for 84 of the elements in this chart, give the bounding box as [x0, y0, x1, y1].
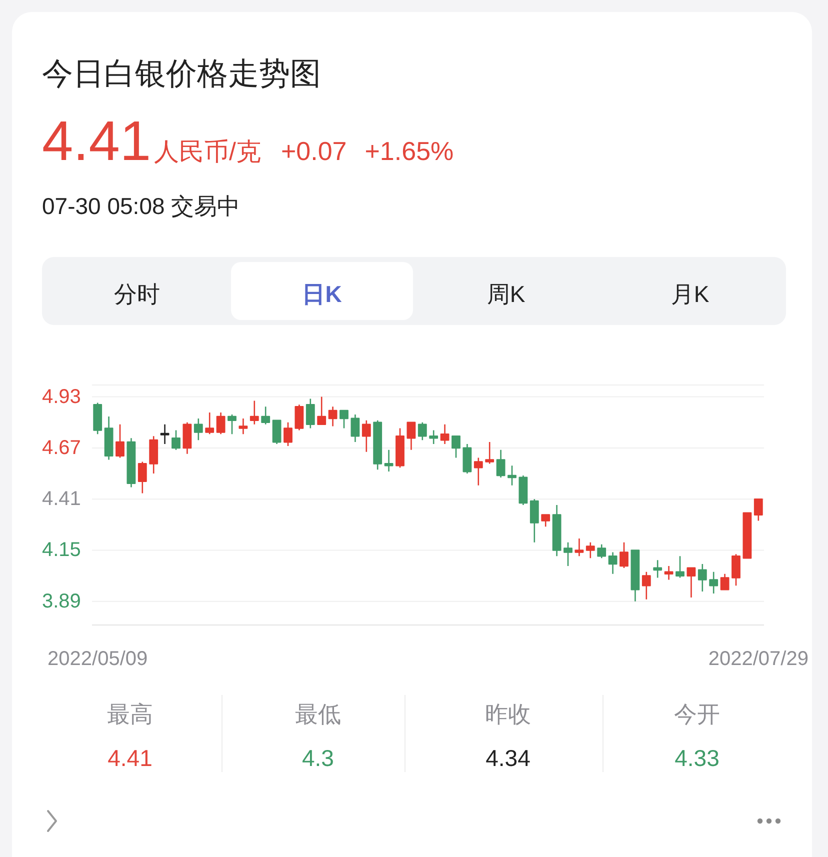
y-tick-label: 4.41: [42, 488, 81, 510]
text: 4.34: [486, 745, 531, 771]
text: 日K: [302, 281, 342, 307]
candlestick: [429, 430, 438, 445]
text: 昨收: [485, 701, 531, 727]
candlestick: [720, 573, 730, 590]
candlestick: [698, 563, 707, 592]
candlestick: [686, 567, 696, 598]
candlestick: [676, 556, 684, 578]
candlestick: [238, 418, 248, 435]
candlestick: [216, 412, 226, 435]
text: 4.3: [302, 745, 334, 771]
chart-title: 今日白银价格走势图: [42, 56, 321, 91]
candlestick: [172, 430, 180, 451]
candlestick: [709, 571, 718, 594]
candlestick: [608, 552, 618, 574]
candlestick: [406, 422, 416, 451]
x-tick-label: 2022/05/09: [48, 648, 148, 670]
candlestick: [182, 422, 192, 454]
text: 4.33: [674, 745, 720, 771]
candlestick: [541, 514, 550, 528]
candlestick: [362, 420, 371, 453]
candlestick: [373, 420, 382, 470]
candlestick: [642, 571, 651, 600]
chart-subtitle: 07-30 05:08 交易中: [42, 193, 240, 219]
candlestick: [508, 465, 516, 486]
candlestick: [496, 449, 506, 478]
candlestick: [418, 422, 427, 441]
y-tick-label: 4.15: [42, 539, 81, 562]
text: 最低: [295, 701, 341, 727]
candlestick: [564, 542, 572, 567]
candlestick: [462, 443, 472, 474]
candlestick: [586, 542, 595, 559]
x-tick-label: 2022/07/29: [708, 648, 808, 670]
candlestick: [261, 406, 270, 425]
candlestick: [126, 437, 136, 488]
candlestick: [250, 400, 259, 425]
candlestick: [474, 457, 483, 486]
candlestick: [328, 406, 338, 427]
candlestick: [574, 538, 584, 557]
text: 月K: [670, 281, 710, 307]
candlestick: [294, 404, 304, 431]
candlestick: [272, 420, 282, 445]
candlestick: [732, 554, 740, 586]
text: 今开: [674, 701, 720, 727]
candlestick: [384, 449, 394, 472]
y-tick-label: 3.89: [42, 590, 81, 612]
candlestick: [452, 436, 460, 458]
candlestick: [138, 461, 147, 494]
text: 人民币/克: [154, 138, 261, 166]
candlestick: [205, 412, 214, 435]
candlestick: [653, 559, 662, 578]
candlestick: [116, 424, 124, 458]
candlestick: [149, 436, 158, 474]
text: 周K: [486, 281, 526, 307]
candlestick: [306, 398, 315, 429]
text: 4.41: [108, 745, 152, 771]
text: 最高: [107, 701, 153, 727]
candlestick: [228, 414, 236, 435]
candlestick: [620, 542, 628, 569]
candlestick: [742, 512, 752, 559]
candlestick: [630, 550, 640, 602]
candlestick: [440, 424, 450, 445]
candlestick: [518, 474, 528, 506]
text: +0.07: [280, 136, 347, 166]
candlestick: [160, 424, 170, 445]
candlestick: [664, 565, 674, 580]
candlestick: [350, 414, 360, 443]
text: 分时: [114, 281, 160, 307]
candlestick: [104, 416, 114, 460]
text: +1.65%: [364, 136, 454, 166]
candlestick: [93, 402, 102, 435]
candlestick: [396, 428, 404, 468]
candlestick: [284, 422, 292, 447]
candlestick: [485, 441, 494, 464]
candlestick: [530, 498, 539, 544]
candlestick: [754, 498, 763, 522]
y-tick-label: 4.93: [42, 386, 81, 408]
candlestick: [340, 410, 348, 429]
candlestick: [552, 504, 562, 557]
y-tick-label: 4.67: [42, 436, 81, 459]
candlestick: [597, 544, 606, 559]
candlestick: [194, 418, 203, 441]
candlestick: [317, 396, 326, 425]
